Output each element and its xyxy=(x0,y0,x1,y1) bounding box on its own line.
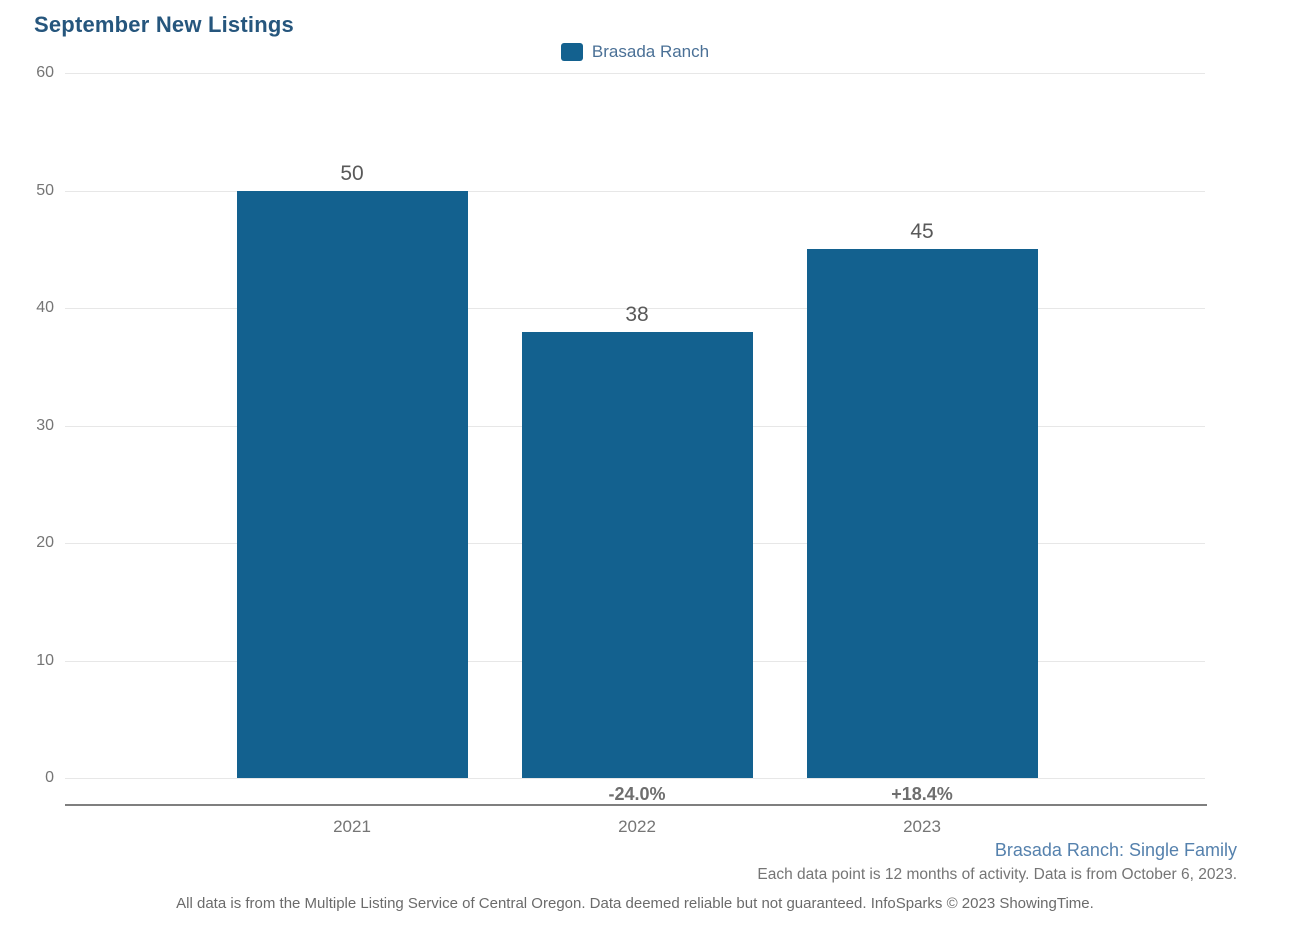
series-note: Brasada Ranch: Single Family xyxy=(994,840,1237,860)
bar-2021[interactable]: 50 xyxy=(236,162,468,778)
y-tick-label-20: 20 xyxy=(36,534,54,551)
pct-change-label-2022: -24.0% xyxy=(608,784,666,804)
bar-2023[interactable]: 45 xyxy=(806,220,1038,778)
plot-area: 50 38 45 xyxy=(65,73,1205,779)
y-tick-label-10: 10 xyxy=(36,651,54,669)
gridline-y-60 xyxy=(65,73,1205,74)
y-tick-label-40: 40 xyxy=(36,299,54,316)
gridline-y-40 xyxy=(65,308,1205,309)
gridline-y-50 xyxy=(65,190,1205,192)
bar-value-label-2021: 50 xyxy=(340,161,364,185)
x-tick-label-2022: 2022 xyxy=(618,817,656,836)
legend-item-brasada-ranch[interactable]: Brasada Ranch xyxy=(560,42,710,62)
x-axis-line xyxy=(65,804,1207,806)
gridline-y-0 xyxy=(65,778,1205,779)
legend-swatch-icon xyxy=(560,43,583,61)
chart-title: September New Listings xyxy=(34,12,294,37)
data-note: Each data point is 12 months of activity… xyxy=(757,866,1237,883)
legend: Brasada Ranch xyxy=(65,42,1205,62)
y-tick-label-60: 60 xyxy=(36,64,54,81)
bar-value-label-2023: 45 xyxy=(910,220,934,244)
y-tick-label-0: 0 xyxy=(45,769,54,786)
x-tick-label-2023: 2023 xyxy=(903,817,941,836)
bar-value-label-2022: 38 xyxy=(625,302,649,326)
pct-change-label-2023: +18.4% xyxy=(891,784,953,804)
y-axis: 0 10 20 30 40 50 60 xyxy=(0,64,58,786)
disclaimer: All data is from the Multiple Listing Se… xyxy=(176,895,1094,912)
x-tick-label-2021: 2021 xyxy=(333,817,371,836)
bar-2022[interactable]: 38 xyxy=(521,303,753,778)
y-tick-label-30: 30 xyxy=(36,416,54,434)
legend-label: Brasada Ranch xyxy=(591,42,710,61)
y-tick-label-50: 50 xyxy=(36,181,54,199)
